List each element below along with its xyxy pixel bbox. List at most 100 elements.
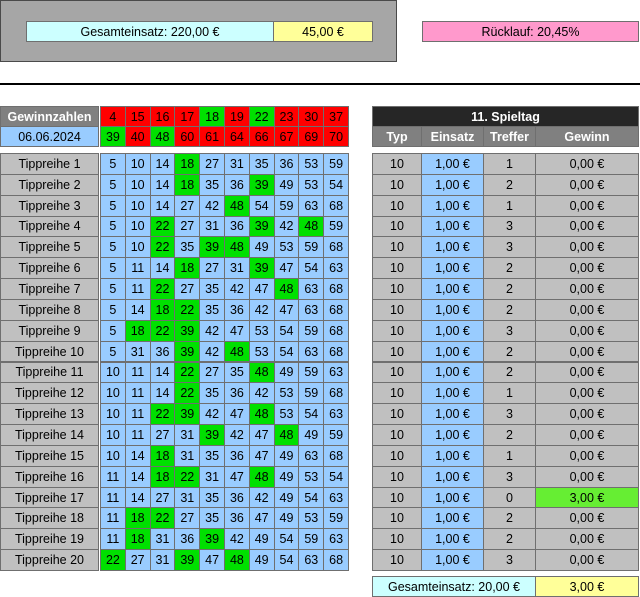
tip-number: 27 <box>199 257 225 280</box>
row-label: Tippreihe 7 <box>0 278 99 300</box>
row-hits: 1 <box>483 194 536 217</box>
tip-number: 68 <box>323 444 349 467</box>
tip-number: 68 <box>323 278 349 300</box>
tip-number: 47 <box>248 424 275 446</box>
tip-number: 39 <box>199 424 225 446</box>
row-hits: 3 <box>483 403 536 426</box>
tip-number: 10 <box>124 194 151 217</box>
row-hits: 3 <box>483 549 536 571</box>
tip-number: 39 <box>174 549 201 571</box>
tip-number: 42 <box>273 215 300 238</box>
tip-number: 68 <box>323 236 349 259</box>
tip-number: 49 <box>273 465 300 488</box>
row-stake: 1,00 € <box>421 507 484 530</box>
tip-number: 10 <box>100 403 126 426</box>
tip-number: 59 <box>273 194 300 217</box>
row-label: Tippreihe 16 <box>0 465 99 488</box>
tip-number: 53 <box>298 153 325 175</box>
tip-number: 35 <box>199 444 225 467</box>
tip-number: 63 <box>323 403 349 426</box>
row-type: 10 <box>372 424 422 446</box>
row-hits: 2 <box>483 528 536 551</box>
row-stake: 1,00 € <box>421 194 484 217</box>
tip-number: 14 <box>149 153 176 175</box>
tip-number: 59 <box>323 507 349 530</box>
tip-number: 22 <box>174 361 201 384</box>
row-win: 0,00 € <box>535 549 639 571</box>
tip-number: 35 <box>248 153 275 175</box>
row-stake: 1,00 € <box>421 549 484 571</box>
tip-number: 47 <box>248 278 275 300</box>
tip-number: 53 <box>298 173 325 196</box>
tip-number: 49 <box>248 528 275 551</box>
tip-number: 63 <box>298 444 325 467</box>
tip-number: 39 <box>248 173 275 196</box>
tip-number: 39 <box>248 257 275 280</box>
tip-number: 5 <box>100 236 126 259</box>
tip-number: 22 <box>174 465 201 488</box>
tip-number: 22 <box>174 298 201 321</box>
tip-number: 27 <box>199 153 225 175</box>
tip-number: 36 <box>224 173 250 196</box>
tip-number: 59 <box>298 361 325 384</box>
tip-number: 68 <box>323 549 349 571</box>
tip-number: 53 <box>248 340 275 363</box>
tip-number: 5 <box>100 194 126 217</box>
tip-number: 31 <box>199 215 225 238</box>
row-hits: 0 <box>483 486 536 509</box>
row-label: Tippreihe 14 <box>0 424 99 446</box>
tip-number: 36 <box>149 340 176 363</box>
tip-number: 47 <box>224 403 250 426</box>
row-stake: 1,00 € <box>421 278 484 300</box>
tip-number: 48 <box>273 278 300 300</box>
tip-number: 54 <box>248 194 275 217</box>
draw-number: 40 <box>124 126 151 147</box>
row-label: Tippreihe 6 <box>0 257 99 280</box>
row-hits: 3 <box>483 215 536 238</box>
tip-number: 36 <box>224 507 250 530</box>
tip-number: 53 <box>298 507 325 530</box>
tip-number: 54 <box>298 257 325 280</box>
row-label: Tippreihe 8 <box>0 298 99 321</box>
tip-number: 27 <box>174 194 201 217</box>
tip-number: 54 <box>323 173 349 196</box>
tip-number: 42 <box>199 319 225 342</box>
row-stake: 1,00 € <box>421 173 484 196</box>
tip-number: 36 <box>224 486 250 509</box>
tip-number: 36 <box>224 215 250 238</box>
row-hits: 2 <box>483 298 536 321</box>
tip-number: 5 <box>100 153 126 175</box>
tip-number: 10 <box>100 382 126 405</box>
tip-number: 53 <box>248 319 275 342</box>
row-label: Tippreihe 15 <box>0 444 99 467</box>
draw-number: 22 <box>248 106 275 127</box>
tip-number: 39 <box>248 215 275 238</box>
draw-label: Gewinnzahlen <box>0 106 99 127</box>
row-label: Tippreihe 12 <box>0 382 99 405</box>
tip-number: 48 <box>248 361 275 384</box>
tip-number: 18 <box>174 153 201 175</box>
column-header: Einsatz <box>421 126 484 147</box>
row-hits: 1 <box>483 382 536 405</box>
row-label: Tippreihe 10 <box>0 340 99 363</box>
row-type: 10 <box>372 528 422 551</box>
matchday-title: 11. Spieltag <box>372 106 639 127</box>
draw-number: 17 <box>174 106 201 127</box>
row-win: 0,00 € <box>535 194 639 217</box>
tip-number: 11 <box>124 382 151 405</box>
tip-number: 42 <box>248 382 275 405</box>
row-type: 10 <box>372 486 422 509</box>
tip-number: 48 <box>298 215 325 238</box>
tip-number: 54 <box>273 319 300 342</box>
draw-number: 70 <box>323 126 349 147</box>
tip-number: 27 <box>199 361 225 384</box>
tip-number: 49 <box>273 444 300 467</box>
tip-number: 35 <box>224 361 250 384</box>
tip-number: 31 <box>174 424 201 446</box>
row-type: 10 <box>372 194 422 217</box>
tip-number: 27 <box>174 278 201 300</box>
tip-number: 48 <box>248 465 275 488</box>
tip-number: 63 <box>323 528 349 551</box>
row-stake: 1,00 € <box>421 403 484 426</box>
tip-number: 49 <box>273 173 300 196</box>
